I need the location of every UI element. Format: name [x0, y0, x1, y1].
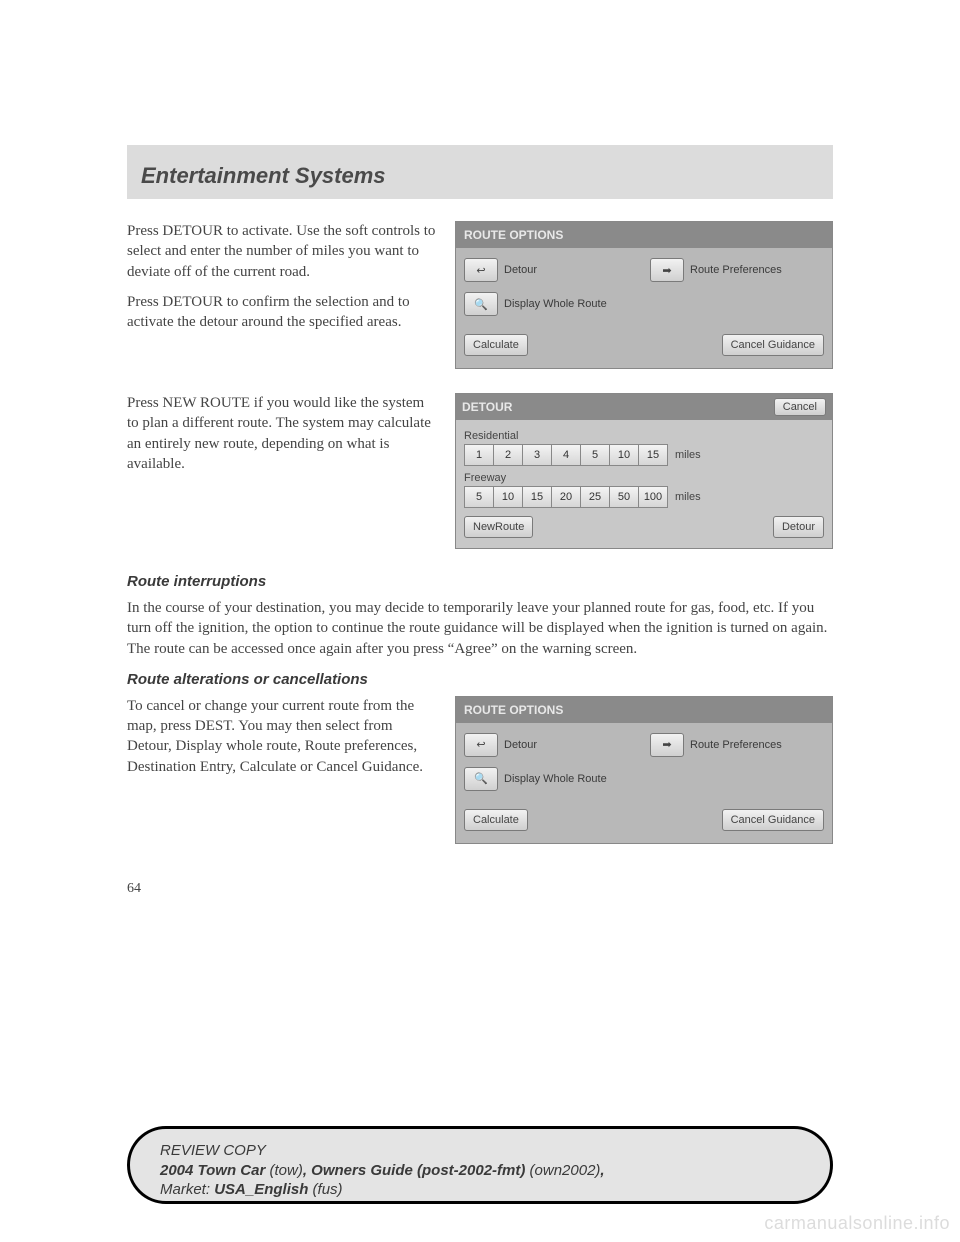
- mile-btn[interactable]: 10: [609, 444, 639, 466]
- footer-market: USA_English: [214, 1181, 308, 1198]
- new-route-button[interactable]: NewRoute: [464, 516, 533, 538]
- mile-btn[interactable]: 15: [638, 444, 668, 466]
- review-footer: REVIEW COPY 2004 Town Car (tow), Owners …: [127, 1126, 833, 1204]
- detour-screenshot: DETOUR Cancel Residential 1 2 3 4 5 10 1…: [455, 393, 833, 549]
- page-content: Entertainment Systems Press DETOUR to ac…: [127, 145, 833, 899]
- footer-comma: ,: [600, 1162, 604, 1179]
- mile-btn[interactable]: 1: [464, 444, 494, 466]
- prefs-icon[interactable]: ➡: [650, 258, 684, 282]
- para-detour-2: Press DETOUR to confirm the selection an…: [127, 292, 437, 333]
- detour-text: Press DETOUR to activate. Use the soft c…: [127, 221, 437, 369]
- section-title: Entertainment Systems: [141, 163, 819, 189]
- route-options-body: ↩ Detour ➡ Route Preferences 🔍 Display W…: [456, 248, 832, 368]
- prefs-label: Route Preferences: [690, 739, 782, 751]
- alterations-text: To cancel or change your current route f…: [127, 696, 437, 844]
- footer-line1: REVIEW COPY: [160, 1142, 266, 1159]
- section-new-route: Press NEW ROUTE if you would like the sy…: [127, 393, 833, 549]
- residential-row: 1 2 3 4 5 10 15 miles: [464, 444, 824, 466]
- residential-label: Residential: [464, 430, 824, 442]
- alterations-para: To cancel or change your current route f…: [127, 696, 437, 777]
- route-options-title: ROUTE OPTIONS: [456, 222, 832, 248]
- route-alterations-heading: Route alterations or cancellations: [127, 671, 833, 688]
- prefs-label: Route Preferences: [690, 264, 782, 276]
- page-number: 64: [127, 880, 833, 899]
- display-label: Display Whole Route: [504, 773, 607, 785]
- display-label: Display Whole Route: [504, 298, 607, 310]
- mile-btn[interactable]: 100: [638, 486, 668, 508]
- footer-tow: (tow): [265, 1162, 303, 1179]
- display-icon[interactable]: 🔍: [464, 767, 498, 791]
- mile-btn[interactable]: 25: [580, 486, 610, 508]
- route-options-ui: ROUTE OPTIONS ↩ Detour ➡ Route Preferenc…: [455, 221, 833, 369]
- new-route-text: Press NEW ROUTE if you would like the sy…: [127, 393, 437, 549]
- route-interruptions-para: In the course of your destination, you m…: [127, 598, 833, 659]
- display-icon[interactable]: 🔍: [464, 292, 498, 316]
- header-bar: Entertainment Systems: [127, 145, 833, 199]
- cancel-guidance-button[interactable]: Cancel Guidance: [722, 334, 824, 356]
- freeway-label: Freeway: [464, 472, 824, 484]
- detour-ui: DETOUR Cancel Residential 1 2 3 4 5 10 1…: [455, 393, 833, 549]
- detour-label: Detour: [504, 739, 537, 751]
- footer-market-label: Market:: [160, 1181, 214, 1198]
- miles-unit: miles: [675, 491, 701, 503]
- detour-title: DETOUR: [462, 400, 512, 414]
- mile-btn[interactable]: 50: [609, 486, 639, 508]
- cancel-guidance-button[interactable]: Cancel Guidance: [722, 809, 824, 831]
- section-detour-activate: Press DETOUR to activate. Use the soft c…: [127, 221, 833, 369]
- watermark: carmanualsonline.info: [764, 1213, 950, 1234]
- footer-own: (own2002): [525, 1162, 600, 1179]
- mile-btn[interactable]: 4: [551, 444, 581, 466]
- para-new-route: Press NEW ROUTE if you would like the sy…: [127, 393, 437, 474]
- route-options-screenshot-2: ROUTE OPTIONS ↩ Detour ➡ Route Preferenc…: [455, 696, 833, 844]
- prefs-icon[interactable]: ➡: [650, 733, 684, 757]
- mile-btn[interactable]: 20: [551, 486, 581, 508]
- footer-car: 2004 Town Car: [160, 1162, 265, 1179]
- mile-btn[interactable]: 5: [580, 444, 610, 466]
- miles-unit: miles: [675, 449, 701, 461]
- detour-label: Detour: [504, 264, 537, 276]
- route-options-ui-2: ROUTE OPTIONS ↩ Detour ➡ Route Preferenc…: [455, 696, 833, 844]
- section-alterations: To cancel or change your current route f…: [127, 696, 833, 844]
- route-options-screenshot: ROUTE OPTIONS ↩ Detour ➡ Route Preferenc…: [455, 221, 833, 369]
- detour-cancel-button[interactable]: Cancel: [774, 398, 826, 416]
- mile-btn[interactable]: 5: [464, 486, 494, 508]
- freeway-row: 5 10 15 20 25 50 100 miles: [464, 486, 824, 508]
- footer-fus: (fus): [308, 1181, 342, 1198]
- detour-icon[interactable]: ↩: [464, 733, 498, 757]
- mile-btn[interactable]: 10: [493, 486, 523, 508]
- route-interruptions-heading: Route interruptions: [127, 573, 833, 590]
- detour-button[interactable]: Detour: [773, 516, 824, 538]
- mile-btn[interactable]: 3: [522, 444, 552, 466]
- calculate-button[interactable]: Calculate: [464, 334, 528, 356]
- mile-btn[interactable]: 15: [522, 486, 552, 508]
- mile-btn[interactable]: 2: [493, 444, 523, 466]
- route-options-title-2: ROUTE OPTIONS: [456, 697, 832, 723]
- footer-guide: , Owners Guide (post-2002-fmt): [303, 1162, 526, 1179]
- detour-title-bar: DETOUR Cancel: [456, 394, 832, 420]
- calculate-button[interactable]: Calculate: [464, 809, 528, 831]
- detour-icon[interactable]: ↩: [464, 258, 498, 282]
- para-detour-1: Press DETOUR to activate. Use the soft c…: [127, 221, 437, 282]
